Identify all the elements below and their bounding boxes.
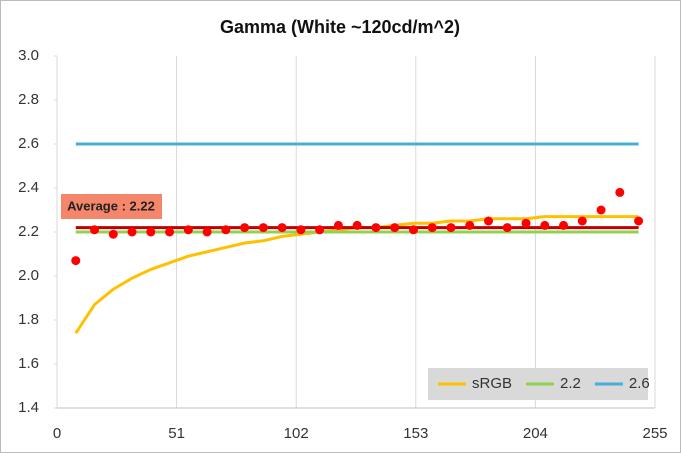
data-point (202, 227, 212, 237)
y-tick-label: 2.4 (18, 179, 39, 196)
data-point (634, 216, 644, 226)
data-point (108, 229, 118, 239)
data-point (90, 225, 100, 235)
x-tick-label: 255 (642, 425, 667, 442)
x-tick-label: 153 (403, 425, 428, 442)
data-point (165, 227, 175, 237)
data-point (352, 220, 362, 230)
data-point (502, 223, 512, 233)
y-tick-label: 1.6 (18, 355, 39, 372)
x-tick-label: 204 (523, 425, 548, 442)
x-tick-label: 51 (168, 425, 185, 442)
data-point (408, 225, 418, 235)
data-point (427, 223, 437, 233)
data-point (71, 256, 81, 266)
y-tick-label: 2.6 (18, 135, 39, 152)
data-point (296, 225, 306, 235)
data-point (146, 227, 156, 237)
x-tick-label: 102 (284, 425, 309, 442)
data-point (465, 220, 475, 230)
average-label-box (61, 194, 162, 219)
y-tick-label: 3.0 (18, 47, 39, 64)
data-point (277, 223, 287, 233)
data-point (183, 225, 193, 235)
data-point (446, 223, 456, 233)
data-point (521, 218, 531, 228)
y-tick-label: 1.8 (18, 311, 39, 328)
y-tick-label: 2.8 (18, 91, 39, 108)
legend-label: sRGB (472, 375, 512, 392)
data-point (559, 220, 569, 230)
data-point (240, 223, 250, 233)
data-point (596, 205, 606, 215)
chart-title: Gamma (White ~120cd/m^2) (220, 17, 460, 37)
y-tick-label: 2.0 (18, 267, 39, 284)
data-point (258, 223, 268, 233)
y-tick-label: 2.2 (18, 223, 39, 240)
legend-label: 2.6 (629, 375, 650, 392)
data-point (127, 227, 137, 237)
data-point (483, 216, 493, 226)
legend-label: 2.2 (560, 375, 581, 392)
data-point (221, 225, 231, 235)
data-point (315, 225, 325, 235)
y-tick-label: 1.4 (18, 399, 39, 416)
data-point (371, 223, 381, 233)
data-point (615, 187, 625, 197)
average-label: Average : 2.22 (67, 198, 155, 213)
data-point (577, 216, 587, 226)
data-point (540, 220, 550, 230)
data-point (333, 220, 343, 230)
data-point (390, 223, 400, 233)
x-tick-label: 0 (53, 425, 61, 442)
